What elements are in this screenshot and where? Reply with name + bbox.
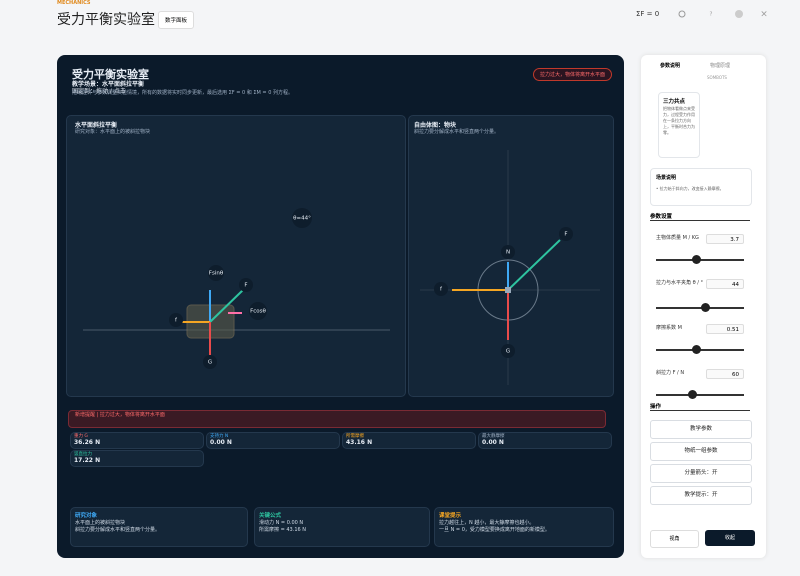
scene-label: 教学场景：水平面斜拉平衡 [72,81,145,88]
tab[interactable]: 参数说明 [660,63,681,69]
panel-button[interactable]: 数字面板 [158,11,195,29]
stat-label: 支持力 N [210,434,229,439]
principle-card [658,92,700,158]
param-value[interactable]: 0.51 [706,324,744,334]
param-label: 斜拉力 F / N [656,370,685,376]
left-pane [66,115,406,397]
info-line: 拉力越往上，N 越小，最大静摩擦也越小。 [439,520,535,526]
op-button[interactable]: 物纸一组参数 [650,442,752,461]
stat-value: 0.00 N [482,439,504,446]
op-button[interactable]: 教学参数 [650,420,752,439]
principle-text: 把物体看做点来受力，过程受力作用在一条拉力方向上，平衡时合力为零。 [663,106,695,135]
param-label: 主物体质量 M / KG [656,235,699,241]
force-label: F [564,232,567,238]
param-value[interactable]: 3.7 [706,234,744,244]
slider-thumb[interactable] [692,255,701,264]
arrow-f [209,289,244,323]
info-line: 一旦 N = 0，受力模型要换成离开地面的新模型。 [439,527,550,533]
collapse-button[interactable]: 收起 [705,530,755,546]
stat-value: 36.26 N [74,439,101,446]
help-icon[interactable]: ? [710,12,713,18]
angle-label: θ=44° [293,216,311,222]
slider-thumb[interactable] [688,390,697,399]
refresh-icon[interactable] [678,10,686,18]
pane-subtitle: 研究对象：水平面上的被斜拉物块 [75,129,151,135]
info-title: 研究对象 [75,513,98,519]
force-label: N [506,250,510,256]
force-label: Fsinθ [209,271,224,277]
warning-pill: 拉力过大，物体将离开水平面 [533,68,613,81]
param-value[interactable]: 44 [706,279,744,289]
stat-value: 17.22 N [74,457,101,464]
pane-subtitle: 斜拉力要分解成水平和竖直两个分量。 [414,129,500,135]
stat-card [70,450,204,467]
label-bg [292,208,312,228]
stat-value: 0.00 N [210,439,232,446]
info-line: 水平面上的被斜拉物块 [75,520,126,526]
main-title: 受力平衡实验室 [72,68,149,81]
arrow-f [507,239,561,291]
sum-indicator: ΣF = 0 [636,10,660,18]
slider-track [656,390,744,399]
force-label: Fcosθ [250,309,266,315]
slider-track [656,303,744,312]
op-button[interactable]: 分量箭头：开 [650,464,752,483]
stat-card [342,432,476,449]
param-label: 摩擦系数 M [656,325,682,331]
tab[interactable]: 物理原理 [710,63,731,69]
slider-track [656,345,744,354]
force-diagrams: θ=44° Fsinθ F Fcosθ f G N F f G [83,150,600,385]
section-title: 参数设置 [650,212,750,221]
force-label: f [440,287,443,293]
status-bar: 新增提醒 | 拉力过大，物体将离开水平面 [68,410,606,428]
slider-thumb[interactable] [701,303,710,312]
section-title: 操作 [650,402,750,411]
pane-title: 水平面斜拉平衡 [75,122,118,129]
param-label: 拉力与水平夹角 θ / ° [656,280,704,286]
force-label: G [506,349,510,355]
force-label: G [208,360,212,366]
slider-track [656,255,744,264]
info-title: 课堂提示 [439,513,462,519]
pane-title: 自由体图：物块 [414,122,457,129]
info-card [70,507,248,547]
info-line: 滑动力 N = 0.00 N [259,520,304,526]
stat-label: 所需摩擦 [346,434,364,439]
stat-card [206,432,340,449]
force-label: f [175,318,178,324]
op-button[interactable]: 教学提示：开 [650,486,752,505]
info-card [254,507,430,547]
body-point [505,287,511,293]
mode-label: 固定到：拖动 / 点击 [72,88,126,95]
scene-text: • 拉力始于斜向力，改变接入静摩擦。 [656,186,724,191]
info-card [434,507,614,547]
info-line: 所需摩擦 = 43.16 N [259,527,307,533]
stat-label: 重力 G [74,434,88,439]
settings-icon[interactable] [735,10,743,18]
stat-card [70,432,204,449]
info-title: 关键公式 [259,513,282,519]
close-icon[interactable]: × [760,10,768,20]
kicker: MECHANICS [57,0,91,6]
info-line: 斜拉力要分解成水平和竖直两个分量。 [75,527,161,533]
app-title: 受力平衡实验室 [57,12,155,28]
tab-note: SOMBOTS [707,75,727,80]
force-label: F [244,283,247,289]
param-value[interactable]: 60 [706,369,744,379]
stat-card [478,432,612,449]
scene-card [650,168,752,206]
hint: 拖动控件与参数调整实验情境，所有的数据将实时同步更新，最后选用 ΣF = 0 和… [72,90,293,96]
stat-label: 最大静摩擦 [482,434,505,439]
principle-title: 三力共点 [663,99,686,105]
scene-title: 场景说明 [656,175,677,181]
toolbar-icons: ? × [678,10,768,20]
stat-value: 43.16 N [346,439,373,446]
stat-label: 竖直拉力 [74,452,92,457]
slider-thumb[interactable] [692,345,701,354]
view-button[interactable]: 视角 [650,530,699,548]
